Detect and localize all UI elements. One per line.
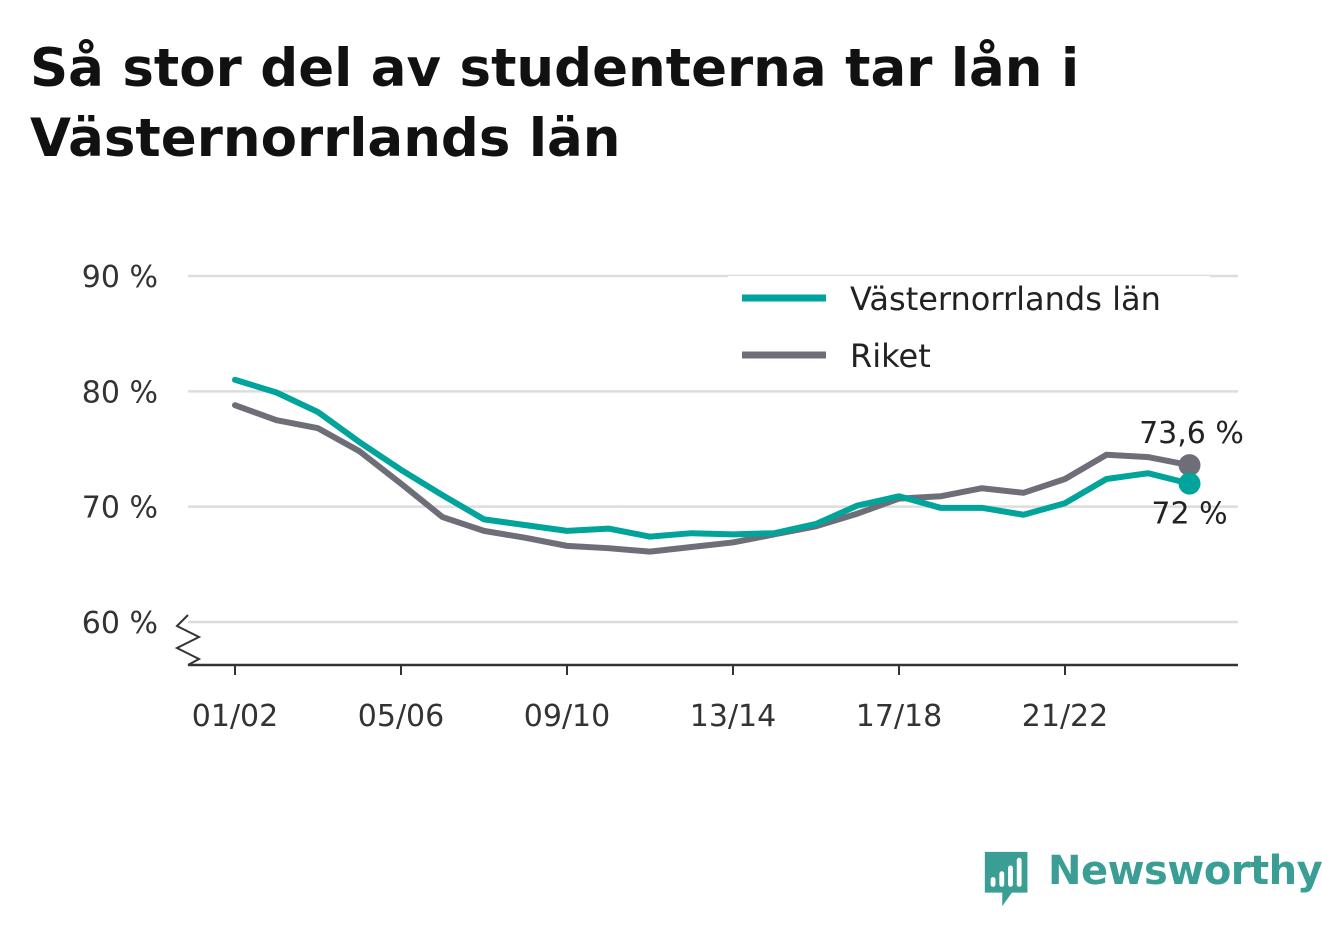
axis-break-icon <box>174 614 202 666</box>
newsworthy-logo-icon <box>984 851 1028 907</box>
x-tick-label: 17/18 <box>856 699 942 734</box>
chart-title: Så stor del av studenterna tar lån i Väs… <box>30 38 1080 169</box>
legend: Västernorrlands län Riket <box>728 276 1210 390</box>
x-axis-tick-labels: 01/02 05/06 09/10 13/14 17/18 21/22 <box>192 665 1108 734</box>
legend-label: Riket <box>850 337 931 375</box>
series-lines <box>232 376 1201 555</box>
end-point <box>1178 454 1201 477</box>
y-tick-label: 90 % <box>82 260 158 295</box>
brand-name: Newsworthy <box>1048 848 1322 894</box>
x-axis <box>174 614 1238 667</box>
x-tick-label: 21/22 <box>1022 699 1108 734</box>
end-label-riket: 73,6 % <box>1139 416 1244 451</box>
x-tick-label: 01/02 <box>192 699 278 734</box>
legend-label: Västernorrlands län <box>850 280 1161 318</box>
y-axis-tick-labels: 60 % 70 % 80 % 90 % <box>82 260 158 641</box>
end-labels: 73,6 % 72 % <box>1139 416 1244 531</box>
end-label-vasternorrland: 72 % <box>1151 497 1227 532</box>
x-tick-label: 05/06 <box>358 699 444 734</box>
y-tick-label: 70 % <box>82 491 158 526</box>
x-tick-label: 09/10 <box>524 699 610 734</box>
x-tick-label: 13/14 <box>690 699 776 734</box>
end-point <box>1178 472 1201 495</box>
series-line <box>232 376 1193 540</box>
series-line <box>232 402 1193 555</box>
y-tick-label: 80 % <box>82 375 158 410</box>
y-tick-label: 60 % <box>82 606 158 641</box>
